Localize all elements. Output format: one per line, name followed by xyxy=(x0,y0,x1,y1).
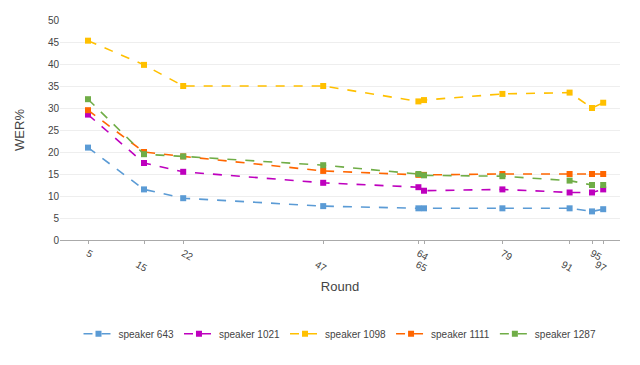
svg-text:91: 91 xyxy=(560,259,576,274)
svg-text:5: 5 xyxy=(85,248,96,261)
svg-text:speaker 1287: speaker 1287 xyxy=(535,329,596,340)
svg-text:50: 50 xyxy=(48,15,60,26)
svg-text:64: 64 xyxy=(415,248,431,263)
svg-text:97: 97 xyxy=(593,259,609,274)
svg-text:5: 5 xyxy=(53,213,59,224)
svg-text:15: 15 xyxy=(134,259,150,274)
svg-text:20: 20 xyxy=(48,147,60,158)
svg-text:0: 0 xyxy=(53,235,59,246)
svg-text:45: 45 xyxy=(48,37,60,48)
svg-text:speaker 1098: speaker 1098 xyxy=(325,329,386,340)
svg-text:15: 15 xyxy=(48,169,60,180)
svg-text:22: 22 xyxy=(180,248,196,263)
svg-text:10: 10 xyxy=(48,191,60,202)
svg-text:WER%: WER% xyxy=(12,109,27,151)
svg-text:95: 95 xyxy=(589,248,605,263)
svg-text:40: 40 xyxy=(48,59,60,70)
svg-text:35: 35 xyxy=(48,81,60,92)
svg-text:47: 47 xyxy=(313,259,329,274)
svg-text:65: 65 xyxy=(414,259,430,274)
svg-text:Round: Round xyxy=(321,279,359,294)
svg-text:79: 79 xyxy=(499,248,515,263)
svg-text:speaker 1021: speaker 1021 xyxy=(219,329,280,340)
svg-text:speaker 1111: speaker 1111 xyxy=(431,329,490,340)
svg-text:30: 30 xyxy=(48,103,60,114)
svg-text:25: 25 xyxy=(48,125,60,136)
svg-text:speaker 643: speaker 643 xyxy=(119,329,174,340)
